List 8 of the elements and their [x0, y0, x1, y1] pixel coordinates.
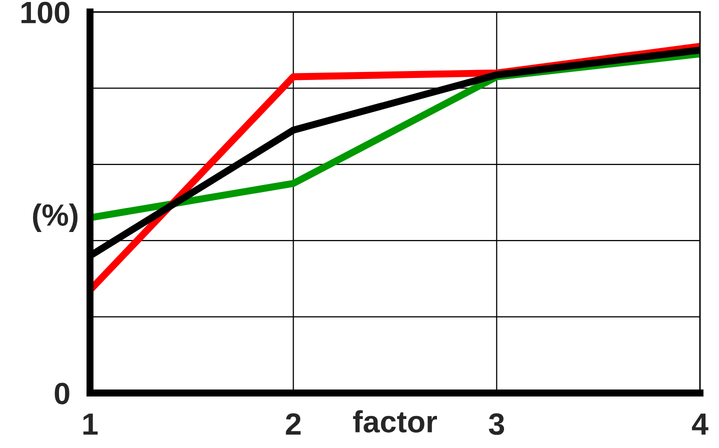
y-axis-title: (%)	[33, 204, 78, 232]
y-tick-label: 100	[22, 2, 70, 24]
x-tick-label: 4	[692, 414, 708, 435]
x-axis-title: factor	[353, 410, 437, 433]
x-tick-label: 2	[286, 413, 301, 435]
x-tick-label: 1	[83, 414, 98, 435]
x-tick-label: 3	[488, 413, 504, 435]
y-tick-label: 0	[54, 382, 70, 404]
